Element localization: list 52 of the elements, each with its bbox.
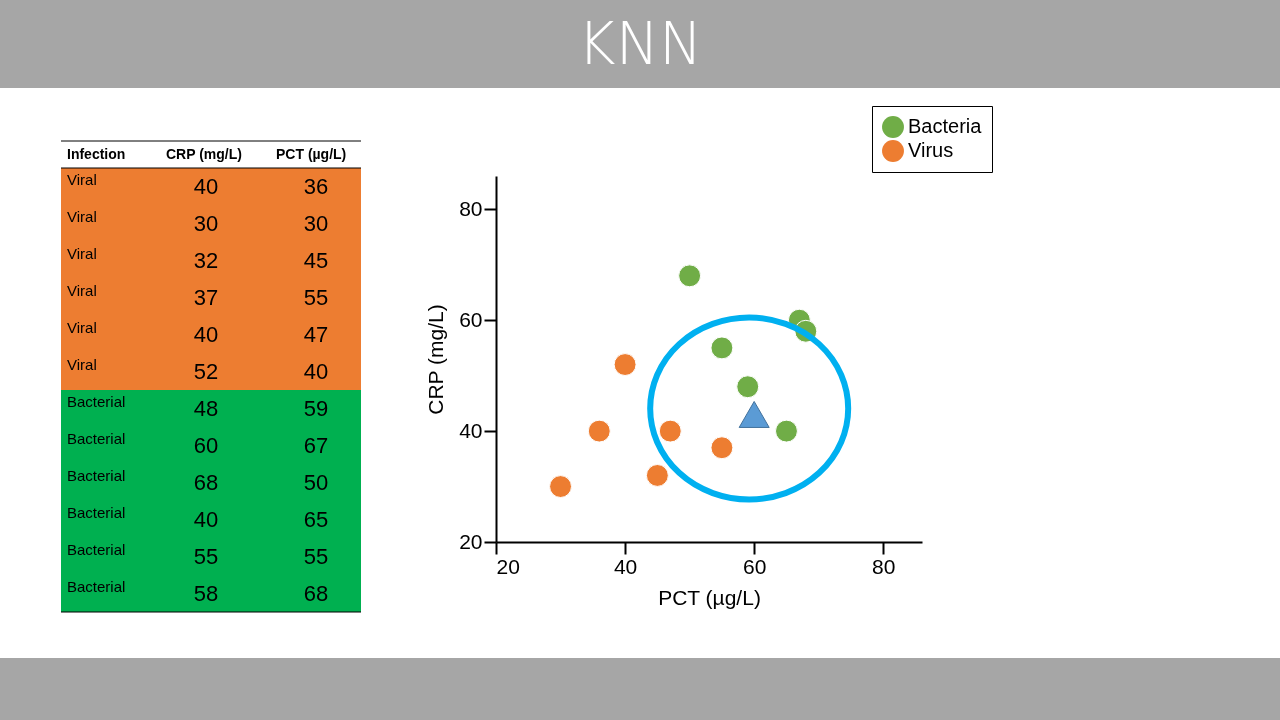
text: 55: [303, 284, 329, 310]
text: Bacterial: [67, 392, 126, 410]
legend-label: Bacteria: [908, 115, 983, 137]
y-tick-label: 80: [459, 196, 483, 220]
text: 36: [303, 173, 329, 199]
text: 68: [303, 580, 329, 606]
y-tick-label: 60: [459, 307, 483, 331]
text: 47: [303, 321, 329, 347]
x-tick-label: 20: [496, 554, 520, 578]
x-tick-label: 40: [613, 554, 638, 578]
legend-label: Virus: [908, 139, 954, 161]
text: 55: [193, 543, 219, 569]
text: 50: [303, 469, 329, 495]
text: 40: [303, 358, 329, 384]
y-tick-label: 40: [459, 418, 483, 442]
text: Bacterial: [67, 466, 126, 484]
text: 30: [193, 210, 219, 236]
text: 65: [303, 506, 329, 532]
text: 48: [193, 395, 219, 421]
x-tick-label: 80: [872, 554, 896, 578]
y-axis-title: CRP (mg/L): [424, 304, 448, 415]
text: Viral: [67, 170, 97, 188]
text: 37: [193, 284, 219, 310]
text: 67: [303, 432, 329, 458]
text: 68: [193, 469, 219, 495]
text: 32: [193, 247, 219, 273]
x-axis-title: PCT (µg/L): [658, 585, 761, 609]
text: Bacterial: [67, 429, 126, 447]
text: 58: [193, 580, 219, 606]
x-tick-label: 60: [743, 554, 767, 578]
text: 45: [303, 247, 329, 273]
text: Viral: [67, 355, 97, 373]
text: Viral: [67, 207, 97, 225]
y-tick-label: 20: [459, 529, 483, 553]
text: Bacterial: [67, 577, 126, 595]
text: CRP (mg/L): [166, 146, 242, 162]
text: Viral: [67, 244, 97, 262]
text: 30: [303, 210, 329, 236]
text: Bacterial: [67, 503, 126, 521]
text: 52: [193, 358, 219, 384]
text: 40: [193, 321, 219, 347]
text: 55: [303, 543, 329, 569]
text: Viral: [67, 318, 97, 336]
text: 59: [303, 395, 329, 421]
text: Viral: [67, 281, 97, 299]
text: 40: [193, 506, 219, 532]
text: 40: [193, 173, 219, 199]
text: PCT (µg/L): [276, 146, 347, 162]
chart-title: KNN: [0, 0, 1280, 88]
text: 60: [193, 432, 219, 458]
text: Infection: [67, 146, 126, 162]
text: Bacterial: [67, 540, 126, 558]
